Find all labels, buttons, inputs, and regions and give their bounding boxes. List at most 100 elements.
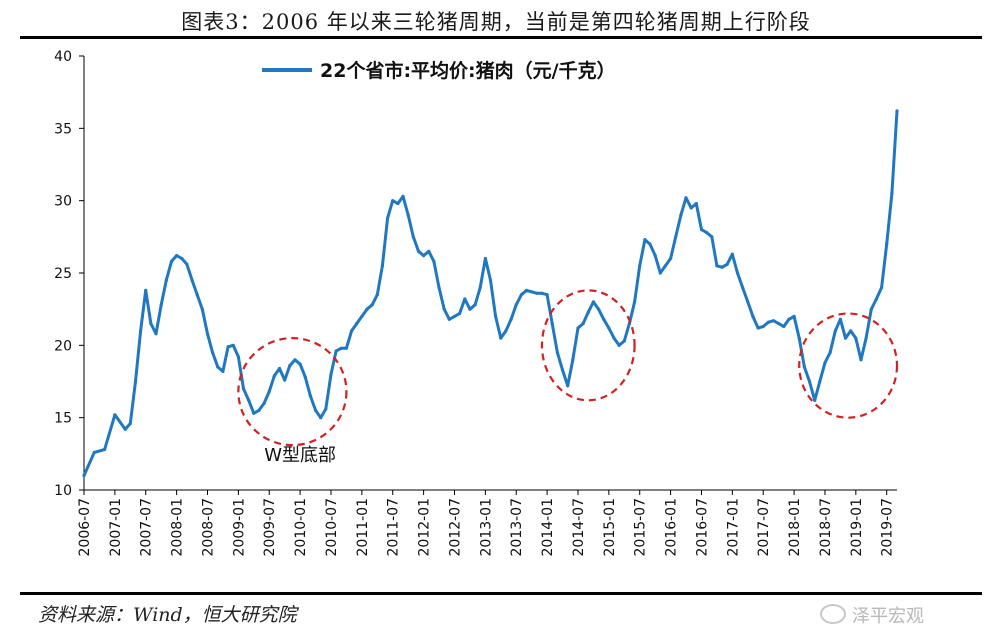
data-point [283,378,287,382]
x-tick-label: 2019-01 [849,498,865,557]
y-tick-label: 15 [54,411,72,427]
data-point [730,252,734,256]
x-tick-label: 2006-07 [77,498,93,557]
data-point [818,379,822,384]
data-point [175,254,179,258]
data-point [416,249,421,253]
data-point [236,355,240,359]
data-point [843,336,848,340]
data-point [849,329,853,333]
data-point [540,291,544,295]
data-point [123,427,127,431]
data-point [633,300,637,304]
y-tick-label: 30 [54,194,72,210]
data-point [432,259,436,263]
data-point [622,339,626,343]
x-tick-label: 2018-01 [787,498,803,557]
data-point [643,238,647,242]
data-point [447,317,451,321]
data-point [792,314,796,318]
data-point [190,278,194,282]
data-point [468,307,472,311]
data-point [766,320,771,324]
highlight-circle [798,312,899,419]
data-point [813,398,817,402]
data-point [180,256,184,261]
data-point [751,314,755,318]
data-point [669,256,673,261]
data-point [535,291,539,295]
figure-title: 图表3：2006 年以来三轮猪周期，当前是第四轮猪周期上行阶段 [181,10,811,34]
x-tick-label: 2014-01 [540,498,556,557]
data-point [427,249,431,253]
x-tick-label: 2014-07 [571,498,587,557]
data-point [586,310,590,314]
x-tick-label: 2013-07 [509,498,525,557]
data-point [519,293,524,297]
data-point [257,408,261,412]
data-point [869,307,873,311]
data-point [154,332,158,336]
x-tick-label: 2010-01 [293,498,309,557]
data-point [499,336,503,340]
data-point [545,293,549,297]
data-point [483,256,487,261]
data-point [411,235,415,239]
data-point [885,242,889,246]
data-point [823,361,827,365]
data-point [638,264,642,268]
data-point [612,336,616,340]
data-point [442,307,446,311]
data-point [550,322,554,326]
data-point [159,303,163,307]
data-point [725,262,729,266]
annotation-label: W型底部 [264,445,336,466]
legend-label: 22个省市:平均价:猪肉（元/千克） [320,59,616,82]
data-point [735,271,740,275]
data-point [298,362,302,366]
data-point [833,329,837,333]
data-point [530,290,534,294]
x-tick-label: 2009-01 [231,498,247,557]
data-point [710,235,714,239]
data-point [566,384,570,388]
x-tick-label: 2015-01 [602,498,618,557]
data-point [92,450,96,454]
data-point [864,336,868,340]
data-point [314,408,318,412]
data-point [185,262,189,266]
legend: 22个省市:平均价:猪肉（元/千克） [262,59,616,82]
data-point [560,368,565,372]
data-point [880,285,884,290]
data-point [303,375,307,379]
data-point [226,345,230,349]
data-point [514,303,518,307]
data-point [684,196,688,200]
x-tick-label: 2015-07 [633,498,649,557]
data-point [674,235,678,239]
data-point [576,326,580,330]
data-point [854,336,858,340]
data-point [139,329,143,333]
y-tick-label: 25 [54,266,72,282]
y-tick-label: 10 [54,483,72,499]
x-tick-label: 2013-01 [478,498,494,557]
data-point [756,326,760,330]
x-tick-label: 2012-01 [417,498,433,557]
data-point [319,416,323,420]
data-point [211,351,215,355]
data-point [452,314,457,318]
data-point [128,421,132,426]
data-point [288,364,292,368]
data-point [231,343,235,347]
x-tick-label: 2008-01 [170,498,186,557]
x-tick-label: 2009-07 [262,498,278,557]
y-tick-label: 20 [54,338,72,354]
series-line [82,109,899,477]
y-tick-label: 40 [54,49,72,65]
data-point [221,369,225,373]
data-point [113,413,117,417]
data-point [807,379,812,384]
x-tick-label: 2012-07 [447,498,463,557]
data-point [689,206,693,210]
